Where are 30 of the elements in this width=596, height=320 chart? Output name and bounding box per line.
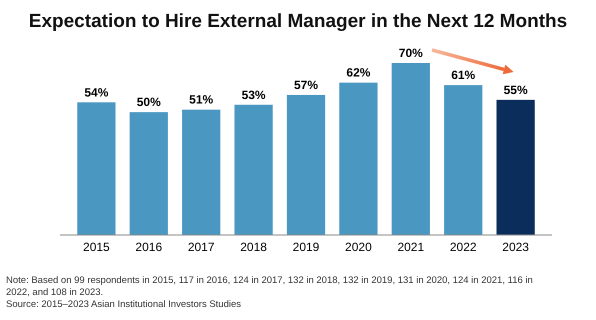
data-label: 51% — [189, 92, 214, 107]
source-note: Source: 2015–2023 Asian Institutional Investors Studies — [6, 299, 242, 310]
x-tick-label: 2015 — [83, 240, 110, 254]
x-tick-label: 2016 — [135, 240, 162, 254]
x-tick-label: 2019 — [292, 240, 320, 254]
x-tick-label: 2018 — [240, 240, 268, 254]
data-label: 54% — [84, 85, 109, 100]
data-label: 53% — [242, 88, 266, 102]
data-label: 50% — [136, 95, 162, 110]
chart-title: Expectation to Hire External Manager in the Next 12 Months — [28, 11, 568, 32]
data-label: 55% — [504, 82, 528, 97]
x-tick-label: 2021 — [397, 240, 424, 254]
bar — [130, 112, 168, 235]
data-label: 62% — [346, 66, 371, 80]
bar — [182, 110, 220, 235]
bar — [496, 100, 535, 235]
bar — [234, 104, 273, 235]
bar — [339, 82, 378, 235]
data-label: 57% — [294, 78, 318, 92]
x-tick-label: 2017 — [188, 240, 215, 254]
x-tick-label: 2020 — [345, 240, 372, 254]
x-tick-label: 2023 — [502, 240, 530, 254]
bar — [77, 102, 116, 235]
bar — [444, 85, 482, 235]
text: Note: Based on 99 respondents in 2015, 117 in 2016, 124 in 2017, 132 in 2018, 132 in 2019, 131 in 2020, 124 in 2021, 116 in 2022, and 108 in 2023. — [6, 275, 533, 298]
bar — [286, 94, 326, 235]
bar — [392, 63, 430, 235]
data-label: 70% — [398, 46, 424, 60]
data-label: 61% — [451, 68, 476, 82]
x-tick-label: 2022 — [450, 240, 477, 254]
